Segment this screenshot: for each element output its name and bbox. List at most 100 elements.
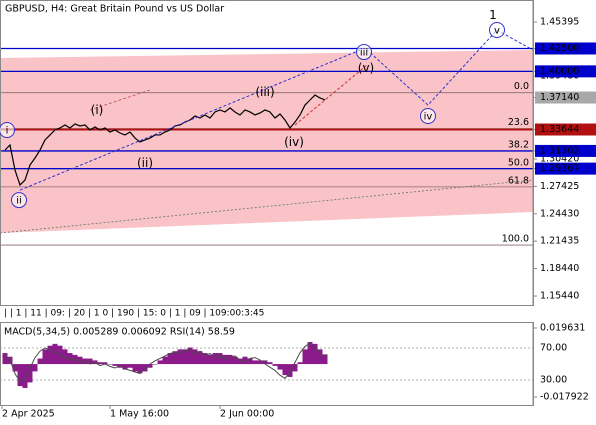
y-tick-label: -0.017922 — [540, 392, 589, 403]
macd-bar — [247, 358, 253, 365]
macd-bar — [317, 349, 323, 365]
level-tag — [535, 65, 596, 78]
wave-label: iv — [424, 111, 433, 122]
macd-bar — [67, 353, 73, 365]
macd-bar — [187, 347, 193, 365]
macd-bar — [282, 364, 288, 376]
macd-bar — [37, 358, 43, 365]
macd-bar — [227, 354, 233, 365]
macd-bar — [207, 354, 213, 365]
y-tick-label: 1.29367 — [540, 163, 579, 174]
macd-bar — [17, 364, 23, 387]
macd-bar — [77, 356, 83, 365]
level-tag — [535, 123, 596, 136]
wave-circle — [420, 107, 436, 124]
macd-bar — [112, 364, 118, 366]
y-tick-label: 1.18440 — [540, 263, 579, 274]
macd-bar — [192, 349, 198, 365]
macd-bar — [277, 364, 283, 370]
macd-bar — [62, 349, 68, 365]
macd-bar — [27, 364, 33, 383]
wave-label: (iv) — [284, 135, 304, 149]
fib-label: 38.2 — [508, 139, 529, 150]
period-separators: | | 1 | 11 | 09: | 20 | 1 0 | 190 | 15: … — [4, 309, 264, 319]
macd-bar — [292, 364, 298, 372]
x-tick-label: 2 Apr 2025 — [2, 409, 55, 420]
y-tick-label: 1.27425 — [540, 181, 579, 192]
macd-bar — [262, 360, 268, 365]
macd-bar — [312, 343, 318, 365]
wave-label: (v) — [358, 61, 374, 75]
macd-bar — [142, 364, 148, 372]
level-tag — [535, 42, 596, 55]
y2-tick-label: 30.00 — [540, 375, 567, 386]
x-tick-label: 1 May 16:00 — [110, 409, 169, 420]
macd-bar — [162, 356, 168, 365]
wave-label: ii — [16, 196, 22, 207]
macd-bar — [97, 362, 103, 365]
wave-label: i — [6, 125, 9, 136]
y2-tick-label: 70.00 — [540, 343, 567, 354]
trend-line — [89, 89, 151, 111]
price-line — [4, 94, 326, 187]
y-tick-label: 1.31302 — [540, 145, 579, 156]
fib-label: 0.0 — [514, 81, 529, 92]
level-tag — [535, 144, 596, 157]
y-tick-label: 1.45395 — [540, 17, 579, 28]
macd-bar — [307, 342, 313, 365]
macd-bar — [102, 362, 108, 365]
fib-label: 61.8 — [508, 175, 529, 186]
wave-circle — [489, 22, 505, 39]
y-tick-label: 1.21435 — [540, 236, 579, 247]
macd-bar — [272, 364, 278, 366]
macd-bar — [32, 364, 38, 372]
macd-bar — [177, 349, 183, 365]
macd-bar — [122, 364, 128, 370]
macd-bar — [2, 353, 8, 365]
y-tick-label: 1.33644 — [540, 124, 579, 135]
wave-label: (ii) — [137, 156, 153, 170]
macd-bar — [197, 351, 203, 365]
macd-bar — [322, 354, 328, 365]
macd-bar — [267, 362, 273, 365]
macd-bar — [287, 364, 293, 377]
fib-label: 23.6 — [508, 117, 529, 128]
macd-bar — [257, 360, 263, 365]
fib-label: 50.0 — [508, 157, 529, 168]
forecast-line — [294, 64, 368, 126]
wave-label: v — [494, 26, 500, 37]
y-tick-label: 1.40000 — [540, 66, 579, 77]
wave-circle — [0, 121, 15, 138]
macd-bar — [297, 362, 303, 365]
macd-bar — [87, 358, 93, 365]
macd-bar — [302, 349, 308, 365]
wave-circle — [11, 192, 27, 209]
macd-bar — [47, 345, 53, 365]
macd-bar — [242, 356, 248, 365]
trend-line — [0, 179, 534, 234]
y-tick-label: 1.37140 — [540, 92, 579, 103]
macd-bar — [137, 364, 143, 374]
macd-bar — [42, 349, 48, 365]
chart-title: GBPUSD, H4: Great Britain Pound vs US Do… — [5, 4, 224, 15]
indicator-title: MACD(5,34,5) 0.005289 0.006092 RSI(14) 5… — [4, 327, 235, 338]
macd-bar — [237, 358, 243, 365]
macd-bar — [22, 364, 28, 388]
wave-circle — [356, 44, 372, 61]
macd-bar — [212, 353, 218, 365]
macd-bar — [252, 360, 258, 365]
y-tick-label: 1.24430 — [540, 208, 579, 219]
macd-bar — [202, 353, 208, 365]
macd-bar — [147, 364, 153, 368]
macd-bar — [157, 360, 163, 365]
macd-bar — [127, 364, 133, 368]
y-tick-label: 1.42500 — [540, 43, 579, 54]
y-tick-label: 1.30420 — [540, 153, 579, 164]
macd-bar — [232, 356, 238, 365]
x-tick-label: 2 Jun 00:00 — [220, 409, 274, 420]
y-tick-label: 1.15440 — [540, 291, 579, 302]
macd-bar — [182, 349, 188, 365]
rsi-line — [4, 342, 326, 383]
level-tag — [535, 162, 596, 175]
